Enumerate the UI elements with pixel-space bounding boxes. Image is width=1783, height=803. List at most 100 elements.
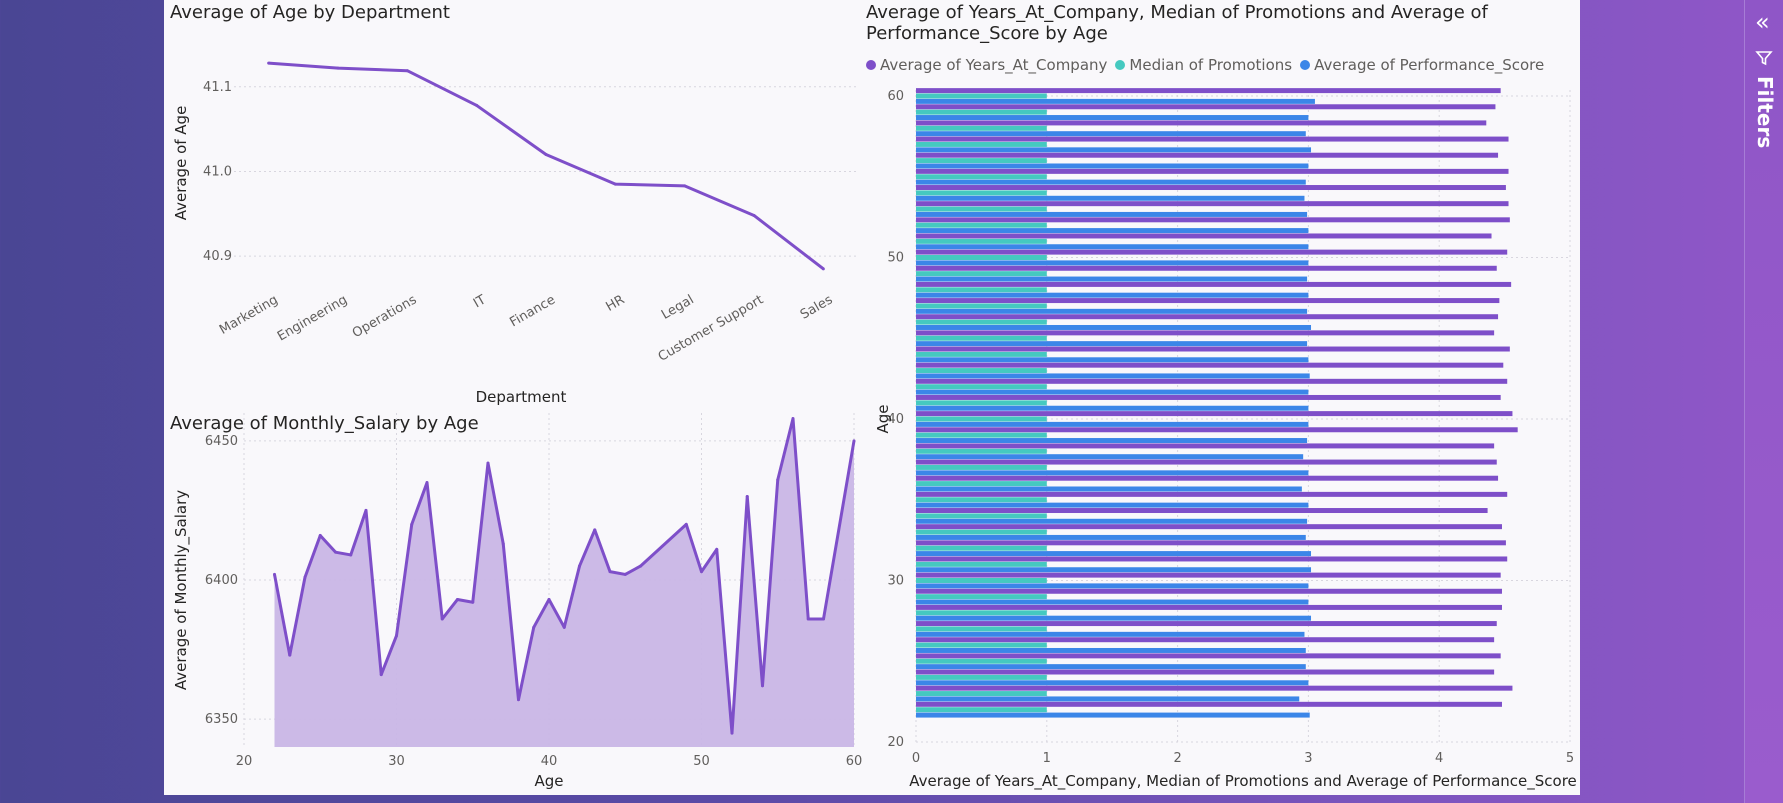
legend-dot-icon (866, 60, 876, 70)
bar (916, 222, 1047, 228)
bar (916, 271, 1047, 277)
bar (916, 249, 1508, 255)
bar (916, 141, 1047, 147)
data-point (821, 267, 825, 271)
bar (916, 389, 1309, 395)
bar (916, 631, 1305, 637)
bar (916, 378, 1508, 384)
legend-item-promotions[interactable]: Median of Promotions (1115, 56, 1292, 74)
legend-item-performance[interactable]: Average of Performance_Score (1300, 56, 1544, 74)
bar (916, 588, 1502, 594)
bars-by-age-chart[interactable]: 0 1 2 3 4 5 20 30 40 50 60 Average of Years_At_Comp… (854, 0, 1577, 795)
x-tick-label: 1 (1043, 751, 1051, 766)
bar (916, 174, 1047, 180)
data-point (267, 61, 271, 65)
double-chevron-left-icon[interactable]: « (1755, 8, 1770, 36)
x-tick-label: Engineering (275, 292, 350, 344)
bar (916, 351, 1047, 357)
legend-label: Average of Years_At_Company (880, 56, 1108, 74)
bar (916, 712, 1310, 718)
data-point (456, 597, 459, 601)
bar (916, 93, 1047, 99)
bar (916, 707, 1047, 713)
bar (916, 152, 1499, 158)
bar (916, 362, 1504, 368)
bar (916, 281, 1512, 287)
filters-pane[interactable]: « Filters (1744, 0, 1783, 803)
x-tick-label: 30 (388, 754, 405, 769)
bar (916, 104, 1496, 110)
data-point (486, 461, 490, 465)
legend-dot-icon (1300, 60, 1311, 70)
data-point (273, 572, 276, 576)
bar (916, 567, 1312, 573)
x-tick-label: 60 (846, 754, 863, 769)
bar (916, 330, 1495, 336)
bar (916, 556, 1508, 562)
data-point (288, 653, 292, 657)
bar (916, 109, 1047, 115)
series-line (268, 61, 825, 271)
data-point (544, 153, 548, 157)
chart3-legend: Average of Years_At_Company Median of Pr… (866, 56, 1544, 74)
data-point (440, 617, 444, 621)
bar (916, 647, 1306, 653)
bar (916, 238, 1047, 244)
bar (916, 464, 1047, 470)
funnel-icon (1755, 51, 1773, 66)
y-tick-label: 41.0 (203, 164, 232, 179)
bar (916, 513, 1047, 519)
data-point (791, 417, 795, 421)
y-axis-title: Average of Monthly_Salary (172, 490, 191, 690)
bar (916, 572, 1501, 578)
bar (916, 341, 1308, 347)
x-tick-label: Legal (659, 292, 697, 322)
bar (916, 443, 1495, 449)
bar (916, 260, 1309, 266)
x-tick-label: Marketing (217, 292, 281, 337)
bar (916, 298, 1500, 304)
data-point (562, 625, 566, 629)
y-tick-label: 6400 (205, 573, 238, 588)
bar (916, 287, 1047, 293)
bar (916, 524, 1502, 530)
bar (916, 470, 1309, 476)
bar (916, 421, 1309, 427)
bar (916, 578, 1047, 583)
data-point (547, 597, 551, 601)
bar (916, 696, 1300, 702)
bar (916, 502, 1309, 508)
bar (916, 486, 1302, 492)
bar (916, 125, 1047, 131)
data-point (715, 547, 719, 551)
data-point (730, 731, 734, 735)
data-point (683, 184, 687, 188)
bar (916, 185, 1506, 191)
bar (916, 384, 1047, 390)
x-tick-label: 20 (236, 754, 253, 769)
bar (916, 508, 1488, 514)
legend-item-years[interactable]: Average of Years_At_Company (866, 56, 1107, 74)
bar (916, 88, 1501, 94)
bar (916, 303, 1047, 309)
bar (916, 276, 1308, 282)
bar (916, 346, 1510, 352)
y-tick-label: 40 (887, 412, 904, 427)
bar (916, 319, 1047, 325)
legend-label: Median of Promotions (1129, 56, 1293, 74)
data-point (776, 478, 780, 482)
x-tick-label: 5 (1566, 751, 1574, 766)
chart1-title: Average of Age by Department (170, 2, 450, 23)
x-tick-label: 50 (693, 754, 710, 769)
data-point (425, 481, 429, 485)
salary-by-age-chart[interactable]: 6350 6400 6450 20 30 40 50 60 Age Average of Mont… (164, 405, 864, 795)
x-tick-label: Sales (798, 292, 836, 322)
filters-label[interactable]: Filters (1753, 76, 1777, 149)
data-point (684, 522, 688, 526)
chart3-title: Average of Years_At_Company, Median of P… (866, 2, 1488, 44)
data-point (318, 533, 322, 537)
y-tick-label: 6350 (205, 712, 238, 727)
bar (916, 136, 1509, 142)
x-axis-title: Department (476, 388, 567, 406)
